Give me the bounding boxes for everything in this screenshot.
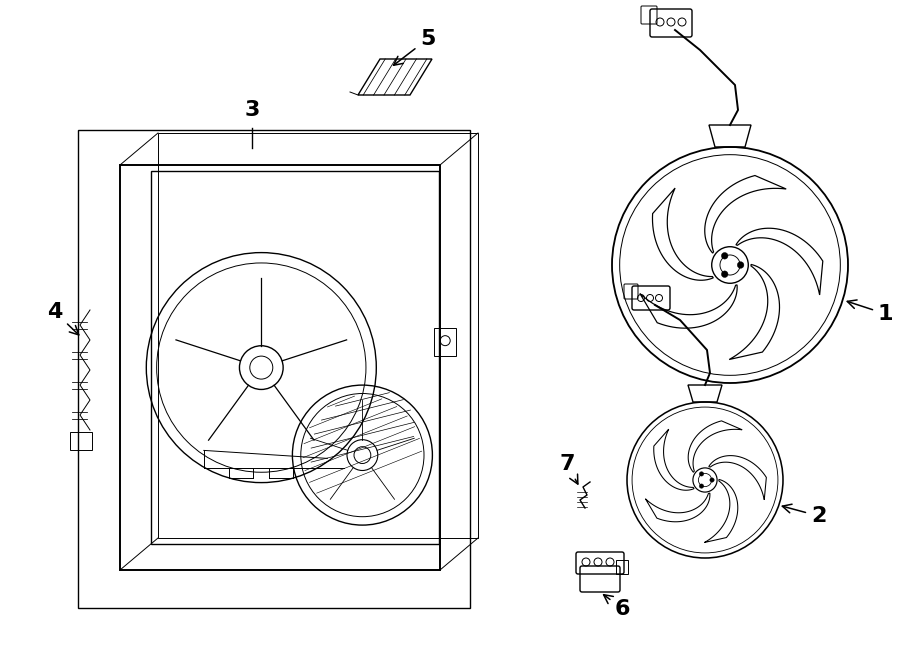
Text: 1: 1 [847, 300, 894, 324]
Circle shape [699, 472, 704, 476]
Circle shape [710, 478, 715, 482]
Text: 5: 5 [393, 29, 436, 65]
Text: 3: 3 [244, 100, 260, 120]
Circle shape [722, 253, 728, 259]
Text: 6: 6 [604, 595, 631, 619]
Bar [70, 432, 92, 450]
Circle shape [722, 271, 728, 278]
Text: 4: 4 [48, 302, 79, 335]
Bar [78, 130, 470, 608]
Circle shape [699, 484, 704, 488]
Text: 2: 2 [782, 504, 826, 526]
Bar [434, 328, 456, 356]
Bar [616, 560, 628, 574]
Text: 7: 7 [559, 454, 578, 484]
Circle shape [737, 262, 744, 268]
